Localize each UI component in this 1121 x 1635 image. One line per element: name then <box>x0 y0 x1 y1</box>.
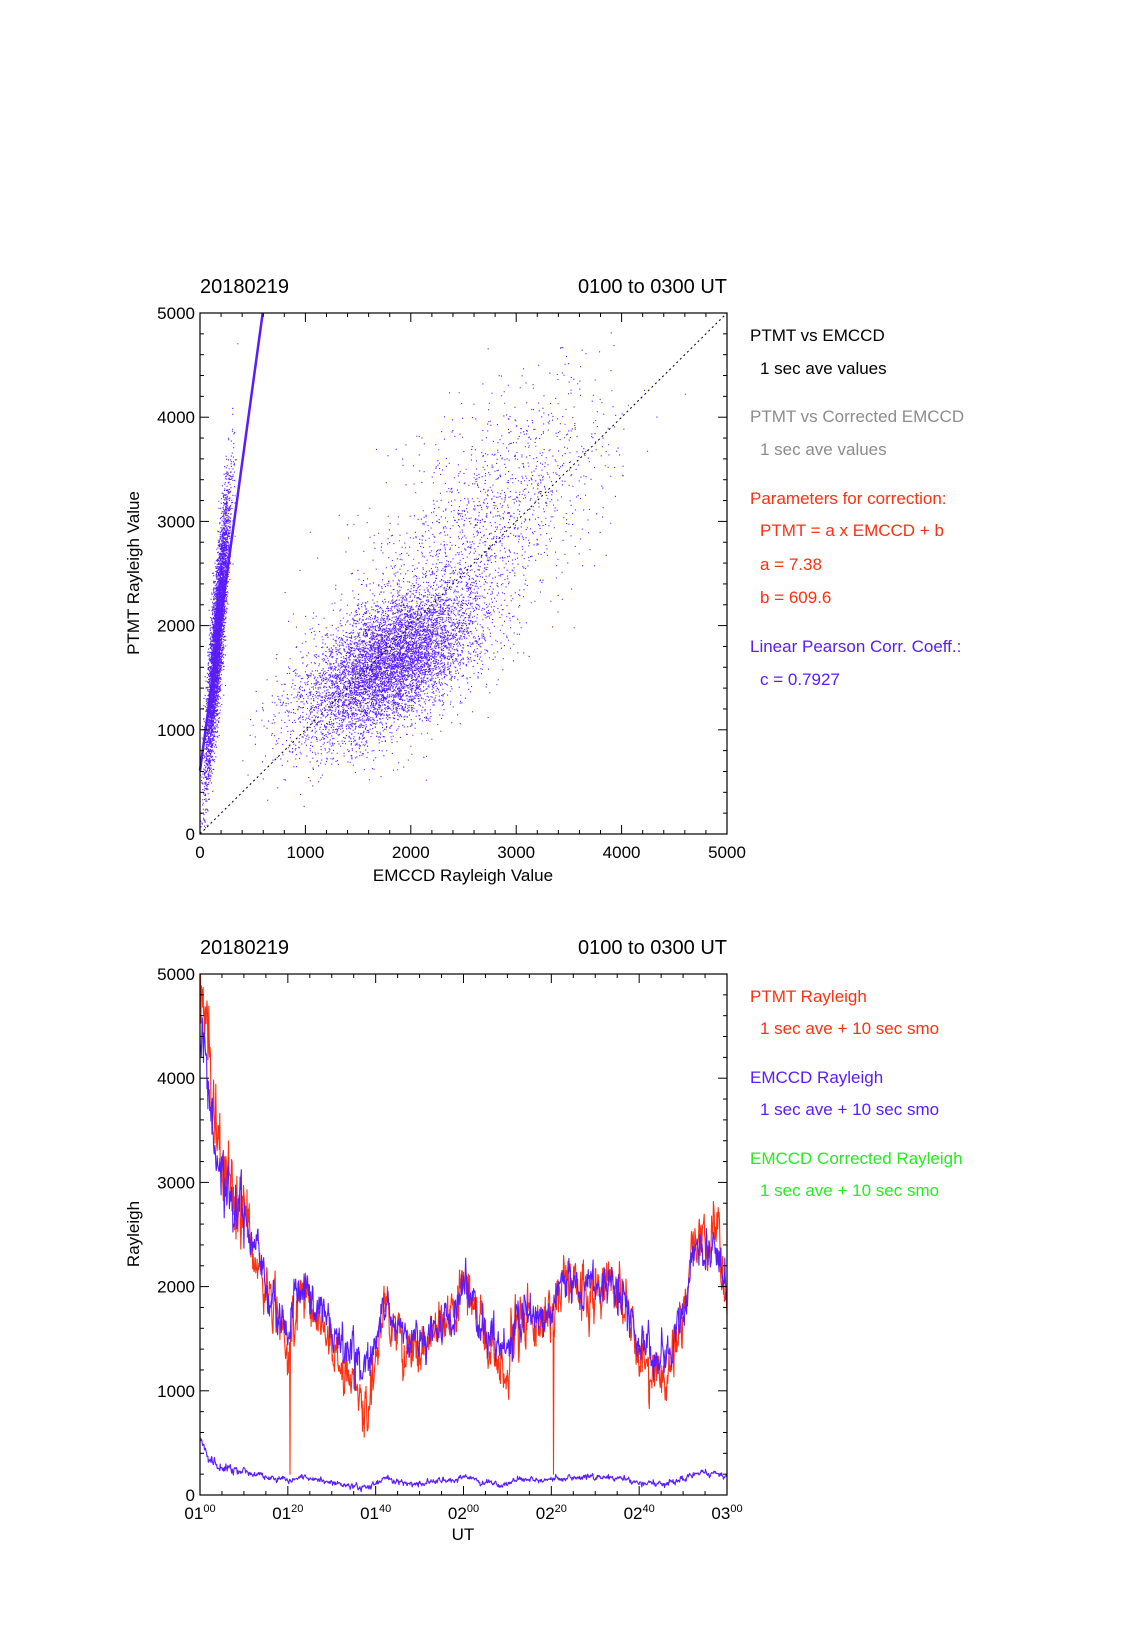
line-x-axis-label: UT <box>452 1525 475 1544</box>
scatter-legend-entry: PTMT = a x EMCCD + b <box>760 521 944 540</box>
line-x-tick-minute: 00 <box>730 1503 742 1515</box>
scatter-points <box>200 332 686 833</box>
line-x-tick-minute: 20 <box>291 1503 303 1515</box>
line-x-tick-label: 0120 <box>272 1503 303 1523</box>
line-series <box>200 974 727 1493</box>
line-x-tick-label: 0220 <box>536 1503 567 1523</box>
scatter-legend-entry: 1 sec ave values <box>760 359 887 378</box>
line-x-tick-label: 0100 <box>184 1503 215 1523</box>
fit-line <box>198 312 264 771</box>
scatter-plot-frame <box>199 312 728 835</box>
scatter-x-tick-label: 1000 <box>286 843 324 862</box>
line-legend-entry: 1 sec ave + 10 sec smo <box>760 1019 939 1038</box>
line-legend-entry: EMCCD Corrected Rayleigh <box>750 1149 963 1168</box>
scatter-point-cloud <box>200 332 686 833</box>
scatter-chart: 20180219 0100 to 0300 UT 0 1000 2000 3000 40… <box>124 276 964 885</box>
scatter-legend-entry: Parameters for correction: <box>750 489 947 508</box>
line-y-tick-label: 0 <box>186 1486 195 1505</box>
line-chart: 20180219 0100 to 0300 UT 0100 0120 0140 020… <box>124 937 963 1544</box>
scatter-x-axis-label: EMCCD Rayleigh Value <box>373 866 553 885</box>
scatter-ticks: 0 1000 2000 3000 4000 5000 0 1000 2000 3000 4000 50… <box>157 304 746 862</box>
line-x-tick-hour: 01 <box>272 1504 291 1523</box>
scatter-x-tick-label: 0 <box>195 843 204 862</box>
scatter-legend-entry: b = 609.6 <box>760 588 831 607</box>
ptmt-series-line <box>200 974 727 1475</box>
line-x-tick-hour: 02 <box>624 1504 643 1523</box>
scatter-lines <box>198 312 728 835</box>
line-ticks: 0100 0120 0140 0200 0220 0240 0300010002000300… <box>157 965 742 1523</box>
scatter-header-left: 20180219 <box>200 276 289 298</box>
line-x-tick-minute: 00 <box>467 1503 479 1515</box>
identity-line <box>199 312 728 835</box>
scatter-x-tick-label: 3000 <box>497 843 535 862</box>
line-y-axis-label: Rayleigh <box>124 1201 143 1267</box>
scatter-y-tick-label: 5000 <box>157 304 195 323</box>
scatter-x-tick-label: 4000 <box>603 843 641 862</box>
scatter-x-tick-label: 5000 <box>708 843 746 862</box>
line-x-tick-label: 0300 <box>711 1503 742 1523</box>
line-legend: PTMT Rayleigh 1 sec ave + 10 sec smo EMCCD… <box>750 987 963 1200</box>
line-x-tick-hour: 02 <box>448 1504 467 1523</box>
line-x-tick-minute: 00 <box>203 1503 215 1515</box>
line-y-tick-label: 5000 <box>157 965 195 984</box>
line-legend-entry: 1 sec ave + 10 sec smo <box>760 1181 939 1200</box>
line-x-tick-minute: 40 <box>379 1503 391 1515</box>
line-header-left: 20180219 <box>200 937 289 959</box>
line-x-tick-hour: 02 <box>536 1504 555 1523</box>
line-x-tick-label: 0200 <box>448 1503 479 1523</box>
line-x-tick-label: 0140 <box>360 1503 391 1523</box>
scatter-y-axis-label: PTMT Rayleigh Value <box>124 491 143 655</box>
scatter-legend-entry: c = 0.7927 <box>760 670 840 689</box>
line-x-tick-hour: 03 <box>711 1504 730 1523</box>
line-y-tick-label: 1000 <box>157 1382 195 1401</box>
line-legend-entry: PTMT Rayleigh <box>750 987 867 1006</box>
line-plot-frame <box>199 973 728 1496</box>
emccd-corrected-series-line <box>200 1436 727 1493</box>
line-y-tick-label: 2000 <box>157 1278 195 1297</box>
scatter-legend-entry: Linear Pearson Corr. Coeff.: <box>750 637 961 656</box>
scatter-y-tick-label: 0 <box>186 825 195 844</box>
scatter-y-tick-label: 3000 <box>157 512 195 531</box>
line-legend-entry: EMCCD Rayleigh <box>750 1068 883 1087</box>
scatter-legend-entry: 1 sec ave values <box>760 440 887 459</box>
line-y-tick-label: 4000 <box>157 1069 195 1088</box>
scatter-x-tick-label: 2000 <box>392 843 430 862</box>
emccd-series-line <box>200 1017 727 1392</box>
scatter-y-tick-label: 2000 <box>157 617 195 636</box>
scatter-legend-entry: a = 7.38 <box>760 555 822 574</box>
line-header-right: 0100 to 0300 UT <box>578 937 727 959</box>
line-x-tick-hour: 01 <box>360 1504 379 1523</box>
line-y-tick-label: 3000 <box>157 1173 195 1192</box>
scatter-y-tick-label: 1000 <box>157 721 195 740</box>
line-x-tick-label: 0240 <box>624 1503 655 1523</box>
line-x-tick-hour: 01 <box>184 1504 203 1523</box>
scatter-legend-entry: PTMT vs Corrected EMCCD <box>750 407 964 426</box>
scatter-legend: PTMT vs EMCCD 1 sec ave values PTMT vs Cor… <box>750 326 964 689</box>
scatter-legend-entry: PTMT vs EMCCD <box>750 326 885 345</box>
scatter-y-tick-label: 4000 <box>157 408 195 427</box>
scatter-header-right: 0100 to 0300 UT <box>578 276 727 298</box>
line-x-tick-minute: 20 <box>555 1503 567 1515</box>
line-x-tick-minute: 40 <box>643 1503 655 1515</box>
line-legend-entry: 1 sec ave + 10 sec smo <box>760 1100 939 1119</box>
